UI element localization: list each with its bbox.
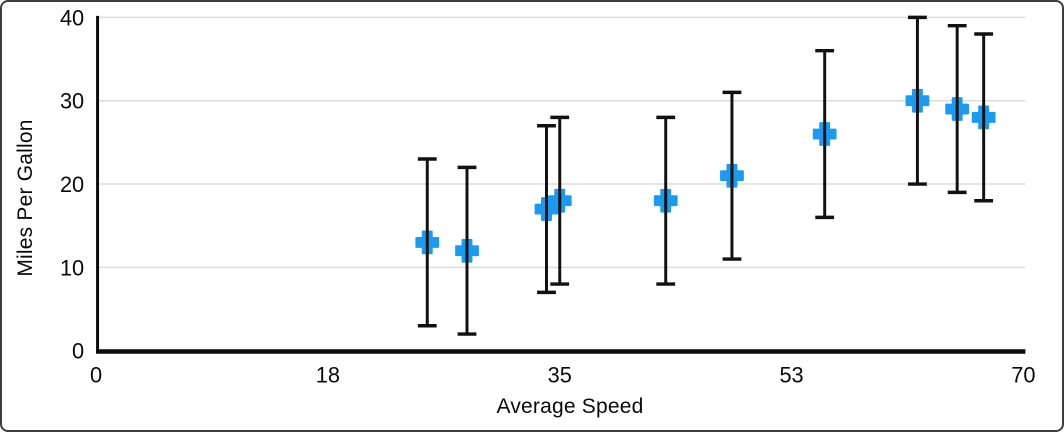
x-tick-label: 0: [90, 362, 102, 387]
x-tick-label: 53: [779, 362, 803, 387]
x-axis-title: Average Speed: [496, 395, 644, 418]
y-tick-label: 10: [60, 255, 84, 280]
x-tick-label: 70: [1011, 362, 1035, 387]
y-tick-label: 0: [72, 339, 84, 364]
y-axis-title: Miles Per Gallon: [14, 119, 37, 277]
y-tick-label: 20: [60, 172, 84, 197]
y-tick-label: 40: [60, 5, 84, 30]
y-tick-label: 30: [60, 89, 84, 114]
x-tick-label: 18: [316, 362, 340, 387]
x-tick-label: 35: [548, 362, 572, 387]
